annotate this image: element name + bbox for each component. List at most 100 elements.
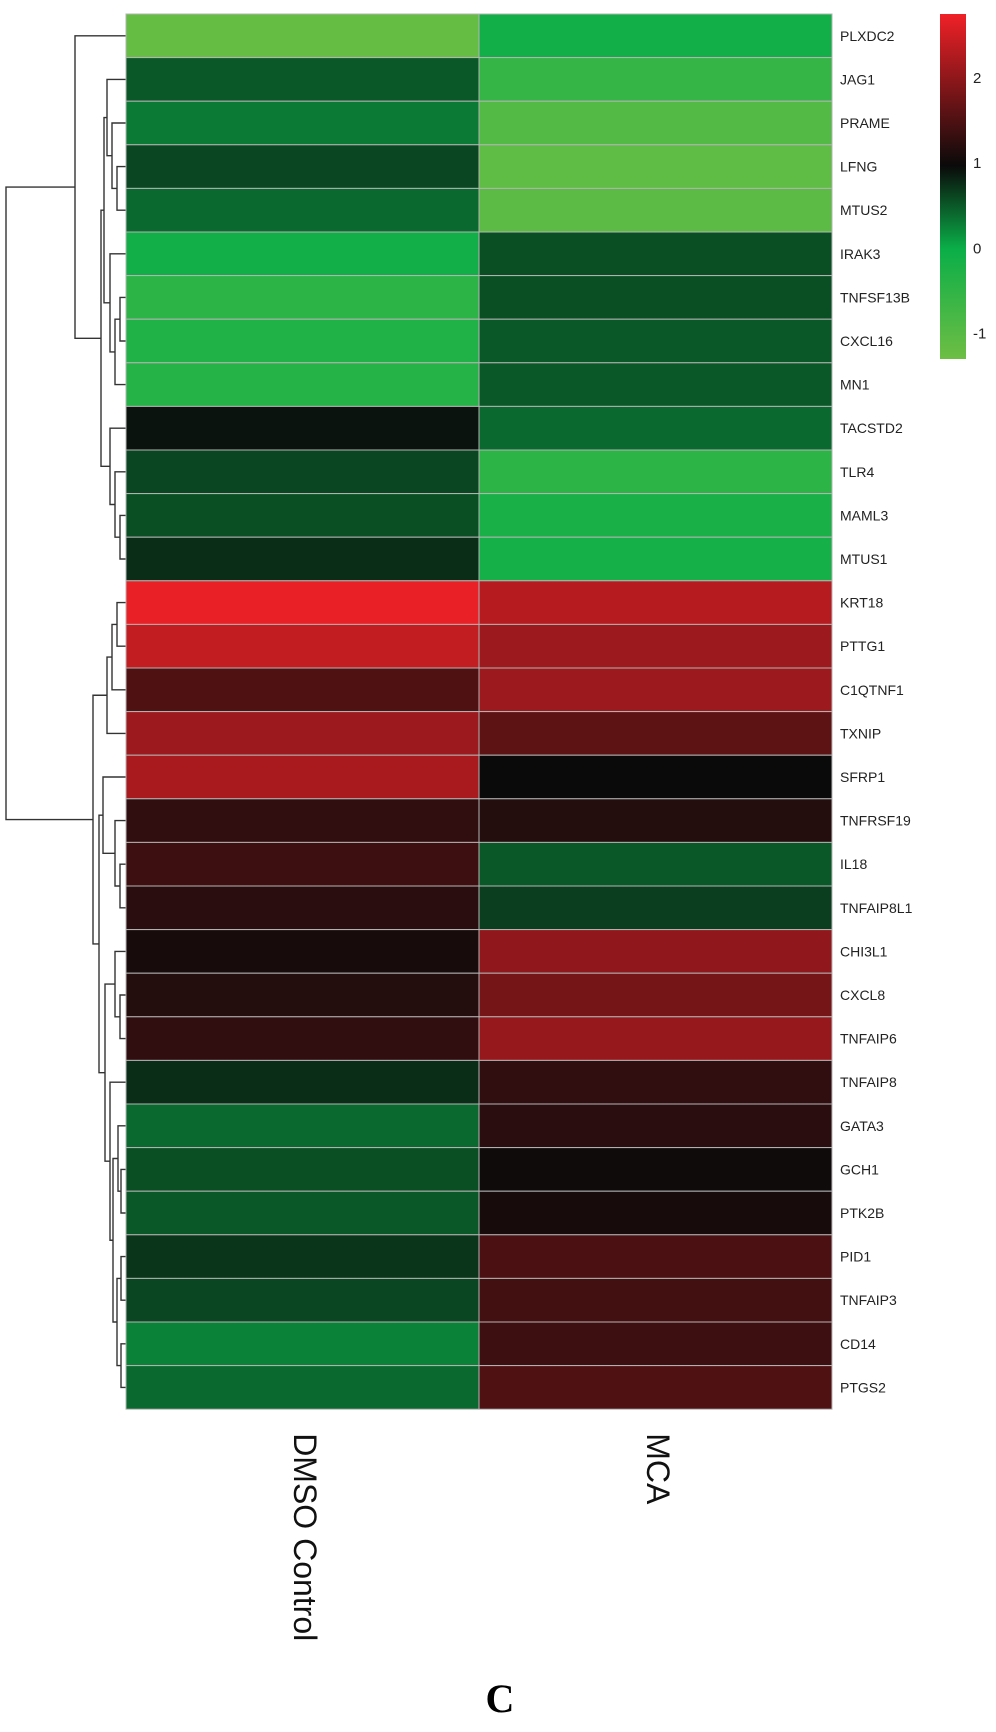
- legend-tick-label: 0: [973, 240, 981, 257]
- heatmap-cell: [478, 536, 833, 582]
- heatmap-cell: [125, 1190, 480, 1236]
- row-label: TNFAIP8L1: [840, 900, 913, 916]
- row-label: KRT18: [840, 595, 884, 611]
- row-label: MN1: [840, 377, 870, 393]
- dendrogram-branch: [116, 165, 126, 211]
- row-label: GCH1: [840, 1161, 879, 1177]
- heatmap-cell: [478, 667, 833, 713]
- row-label: PTTG1: [840, 638, 885, 654]
- row-label: TNFAIP3: [840, 1292, 897, 1308]
- heatmap-cell: [125, 100, 480, 146]
- heatmap-cell: [478, 972, 833, 1018]
- column-label: DMSO Control: [287, 1433, 323, 1641]
- row-label: GATA3: [840, 1118, 884, 1134]
- dendrogram-branch: [5, 186, 93, 821]
- row-label: IL18: [840, 856, 867, 872]
- row-label: TNFAIP6: [840, 1031, 897, 1047]
- heatmap-cell: [125, 13, 480, 59]
- row-label: SFRP1: [840, 769, 885, 785]
- dendrogram-branch: [120, 1168, 126, 1214]
- heatmap-cell: [478, 885, 833, 931]
- heatmap-cell: [478, 1365, 833, 1410]
- heatmap-cell: [125, 580, 480, 625]
- heatmap-cell: [478, 231, 833, 277]
- dendrogram-branch: [109, 427, 126, 506]
- heatmap-cell: [478, 1277, 833, 1323]
- heatmap-cell: [478, 1059, 833, 1105]
- heatmap-cell: [478, 275, 833, 320]
- row-label: TLR4: [840, 464, 874, 480]
- heatmap-cell: [125, 187, 480, 233]
- row-labels: PLXDC2 JAG1 PRAME LFNG MTUS2 IRAK3 TNFSF13B CXC…: [840, 28, 913, 1396]
- heatmap-cell: [125, 405, 480, 451]
- heatmap-cell: [478, 1016, 833, 1061]
- row-dendrogram: [5, 35, 126, 1389]
- row-label: MTUS2: [840, 202, 888, 218]
- dendrogram-branch: [92, 694, 107, 945]
- row-label: PLXDC2: [840, 28, 895, 44]
- row-label: PTGS2: [840, 1379, 886, 1395]
- heatmap-cell: [478, 187, 833, 233]
- row-label: JAG1: [840, 71, 875, 87]
- row-label: MAML3: [840, 507, 888, 523]
- row-label: TNFRSF19: [840, 813, 911, 829]
- dendrogram-branch: [100, 209, 110, 468]
- legend-color-bar: [940, 14, 966, 359]
- heatmap-cell: [478, 57, 833, 102]
- heatmap-cell: [125, 1321, 480, 1367]
- dendrogram-branch: [106, 78, 126, 157]
- row-label: LFNG: [840, 159, 877, 175]
- heatmap-cell: [125, 798, 480, 843]
- heatmap-cell: [125, 493, 480, 538]
- heatmap-cell: [478, 144, 833, 189]
- heatmap-cell: [125, 144, 480, 189]
- row-label: PTK2B: [840, 1205, 884, 1221]
- heatmap-cell: [478, 798, 833, 843]
- column-labels: DMSO Control MCA: [287, 1433, 676, 1641]
- heatmap-cell: [125, 711, 480, 756]
- row-label: TNFSF13B: [840, 289, 910, 305]
- panel-label: C: [486, 1676, 515, 1721]
- row-label: CXCL8: [840, 987, 885, 1003]
- row-label: TNFAIP8: [840, 1074, 897, 1090]
- legend-tick-label: -1: [973, 325, 986, 342]
- heatmap-cell: [125, 318, 480, 364]
- row-label: PID1: [840, 1249, 871, 1265]
- dendrogram-branch: [120, 1343, 126, 1389]
- dendrogram-branch: [119, 514, 126, 560]
- heatmap-cell: [125, 972, 480, 1018]
- heatmap-cell: [125, 449, 480, 495]
- heatmap-cell: [478, 100, 833, 146]
- heatmap-cell: [478, 318, 833, 364]
- dendrogram-branch: [119, 994, 126, 1040]
- heatmap-cell: [125, 623, 480, 669]
- dendrogram-branch: [119, 863, 126, 909]
- color-legend: -1 0 1 2: [940, 14, 986, 359]
- heatmap-cell: [478, 1190, 833, 1236]
- row-label: TACSTD2: [840, 420, 903, 436]
- heatmap-cell: [478, 405, 833, 451]
- heatmap-cell: [125, 275, 480, 320]
- heatmap-cell: [125, 1147, 480, 1192]
- heatmap-cell: [478, 1234, 833, 1279]
- heatmap-cell: [125, 1365, 480, 1410]
- column-label: MCA: [640, 1433, 676, 1505]
- heatmap-cell: [125, 362, 480, 407]
- row-label: CD14: [840, 1336, 876, 1352]
- heatmap-cell: [478, 1321, 833, 1367]
- dendrogram-branch: [120, 1255, 126, 1301]
- heatmap-cell: [478, 929, 833, 974]
- dendrogram-branch: [111, 623, 126, 691]
- heatmap-cells: [125, 13, 833, 1410]
- heatmap-cell: [478, 754, 833, 800]
- legend-tick-label: 2: [973, 70, 981, 87]
- row-label: TXNIP: [840, 725, 881, 741]
- row-label: CXCL16: [840, 333, 893, 349]
- row-label: PRAME: [840, 115, 890, 131]
- heatmap-cell: [478, 841, 833, 887]
- dendrogram-branch: [116, 601, 126, 647]
- legend-tick-label: 1: [973, 155, 981, 172]
- row-label: MTUS1: [840, 551, 888, 567]
- heatmap-cell: [478, 623, 833, 669]
- heatmap-cell: [478, 362, 833, 407]
